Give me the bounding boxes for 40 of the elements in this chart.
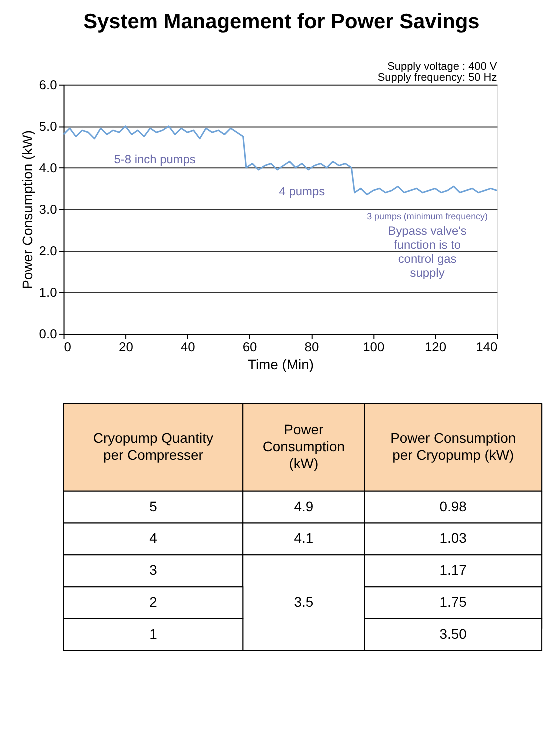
text: 1.03	[440, 530, 468, 546]
annotation: 3 pumps (minimum frequency)	[367, 211, 488, 222]
text: Supply frequency: 50 Hz	[378, 72, 498, 84]
y-axis-title: Power Consumption (kW)	[19, 130, 36, 290]
x-tick-label: 100	[363, 339, 385, 354]
x-axis-title: Time (Min)	[248, 356, 314, 372]
text: 4.1	[294, 530, 314, 546]
text: 3	[150, 562, 158, 578]
text: 1.17	[440, 562, 468, 578]
annotation: 4 pumps	[279, 184, 326, 199]
text: 4.9	[294, 498, 314, 514]
x-tick-label: 60	[242, 339, 258, 354]
y-tick-label: 5.0	[39, 118, 58, 134]
x-tick-label: 120	[424, 339, 447, 354]
text: Power Consumption (kW)	[262, 422, 345, 472]
y-tick-label: 0.0	[39, 326, 58, 342]
text: 1	[150, 626, 158, 642]
y-tick-label: 3.0	[39, 202, 58, 217]
annotation: Bypass valve's function is to control gas supply	[388, 224, 467, 280]
text: Power Consumption per Cryopump (kW)	[390, 430, 516, 464]
x-tick-label: 40	[180, 339, 196, 354]
text: 3.50	[440, 626, 468, 642]
y-tick-label: 4.0	[39, 160, 58, 176]
y-tick-label: 2.0	[39, 243, 58, 258]
chart-title: System Management for Power Savings	[84, 10, 480, 34]
text: 2	[150, 594, 158, 610]
annotation: 5-8 inch pumps	[114, 152, 196, 167]
text: 4	[150, 530, 158, 546]
x-tick-label: 0	[64, 339, 72, 354]
text: Cryopump Quantity per Compresser	[93, 430, 214, 464]
text: 5	[150, 498, 158, 514]
y-tick-label: 1.0	[39, 284, 58, 300]
text: 3.5	[294, 594, 314, 610]
y-tick-label: 6.0	[39, 77, 58, 92]
x-tick-label: 140	[476, 339, 498, 354]
text: 0.98	[440, 498, 468, 514]
x-tick-label: 80	[304, 339, 320, 354]
text: 1.75	[440, 594, 468, 610]
text: Supply voltage : 400 V	[388, 60, 498, 73]
x-tick-label: 20	[118, 339, 134, 354]
